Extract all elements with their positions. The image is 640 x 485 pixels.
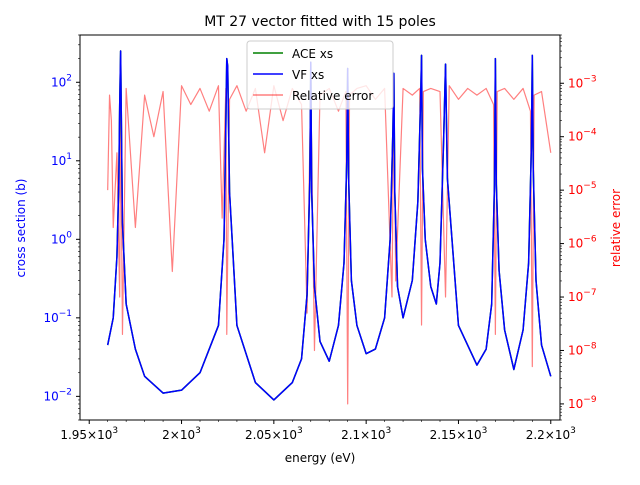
y2-tick-label: 10−8 bbox=[568, 341, 597, 357]
x-tick-label: 2.2×103 bbox=[526, 426, 576, 442]
legend-vf-label: VF xs bbox=[292, 68, 324, 82]
y2-axis-ticks: 10−9 10−8 10−7 10−6 10−5 10−4 10−3 bbox=[560, 34, 597, 421]
x-axis-label: energy (eV) bbox=[285, 451, 356, 465]
y2-tick-label: 10−9 bbox=[568, 395, 597, 411]
y2-tick-label: 10−5 bbox=[568, 181, 597, 197]
y-tick-label: 10−2 bbox=[43, 387, 72, 403]
y-axis-label: cross section (b) bbox=[14, 179, 28, 278]
legend-error-label: Relative error bbox=[292, 89, 373, 103]
x-tick-label: 2×103 bbox=[162, 426, 201, 442]
y-axis-ticks: 10−2 10−1 100 101 102 bbox=[43, 34, 80, 421]
x-tick-label: 2.1×103 bbox=[341, 426, 391, 442]
y2-tick-label: 10−3 bbox=[568, 74, 597, 90]
y-tick-label: 10−1 bbox=[43, 309, 72, 325]
x-tick-label: 2.15×103 bbox=[430, 426, 488, 442]
vf-xs-line bbox=[106, 50, 552, 401]
y-tick-label: 100 bbox=[51, 230, 72, 246]
x-tick-label: 1.95×103 bbox=[60, 426, 118, 442]
x-tick-label: 2.05×103 bbox=[245, 426, 303, 442]
y2-tick-label: 10−7 bbox=[568, 288, 597, 304]
x-axis-ticks: 1.95×103 2×103 2.05×103 2.1×103 2.15×103 2.2×… bbox=[60, 420, 576, 442]
y-tick-label: 102 bbox=[51, 73, 72, 89]
legend: ACE xs VF xs Relative error bbox=[246, 40, 394, 110]
chart-title: MT 27 vector fitted with 15 poles bbox=[204, 14, 436, 30]
y2-tick-label: 10−6 bbox=[568, 235, 597, 251]
legend-ace-label: ACE xs bbox=[292, 47, 333, 61]
y2-axis-label: relative error bbox=[609, 189, 623, 267]
y2-tick-label: 10−4 bbox=[568, 128, 597, 144]
y-tick-label: 101 bbox=[51, 152, 72, 168]
legend-box bbox=[246, 40, 394, 110]
